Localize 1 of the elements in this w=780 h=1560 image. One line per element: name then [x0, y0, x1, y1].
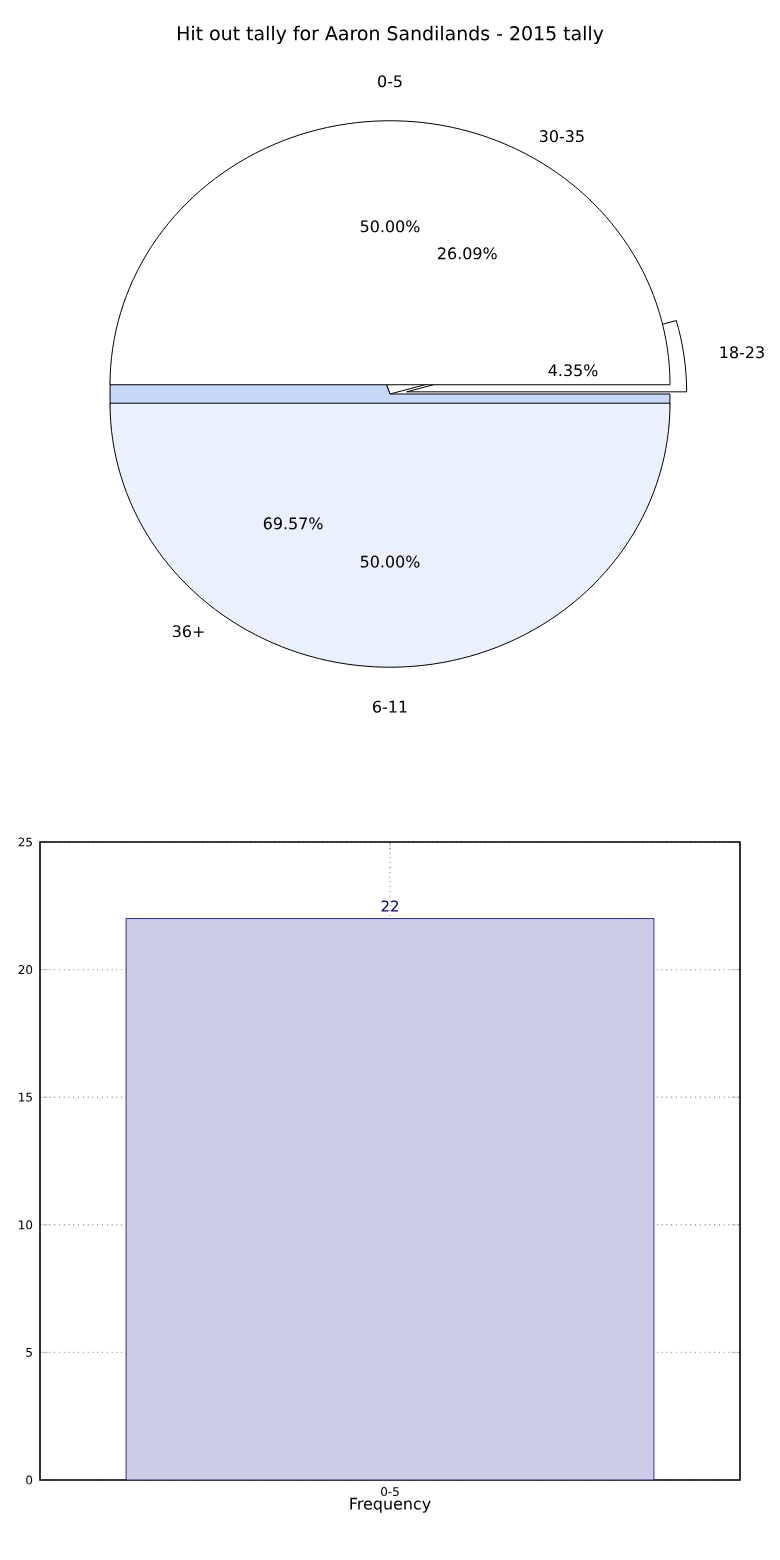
chart-title: Hit out tally for Aaron Sandilands - 2015 tally — [178, 25, 604, 45]
